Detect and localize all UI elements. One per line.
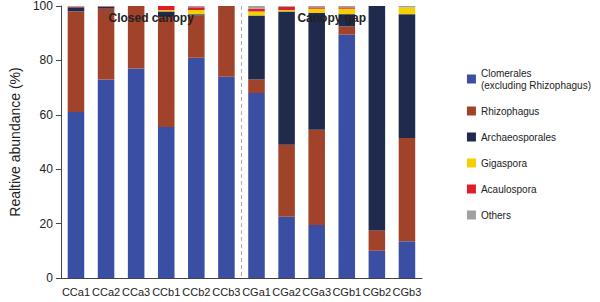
svg-text:CCb3: CCb3 [212, 286, 240, 298]
svg-text:CCb1: CCb1 [152, 286, 180, 298]
svg-text:60: 60 [40, 108, 54, 122]
svg-text:CGb3: CGb3 [393, 286, 422, 298]
svg-text:CGa2: CGa2 [272, 286, 301, 298]
svg-text:CCa3: CCa3 [122, 286, 150, 298]
svg-text:CGa1: CGa1 [242, 286, 271, 298]
svg-text:20: 20 [40, 217, 54, 231]
svg-text:Closed canopy: Closed canopy [109, 11, 195, 25]
svg-text:Rhizophagus: Rhizophagus [481, 106, 539, 117]
svg-text:Acaulospora: Acaulospora [481, 184, 537, 195]
svg-text:CCb2: CCb2 [182, 286, 210, 298]
svg-text:Realtive abundance (%): Realtive abundance (%) [7, 67, 23, 216]
svg-text:Archaeosporales: Archaeosporales [481, 132, 556, 143]
svg-text:CGb2: CGb2 [362, 286, 391, 298]
svg-text:Others: Others [481, 210, 511, 221]
svg-text:(excluding Rhizophagus): (excluding Rhizophagus) [481, 80, 591, 91]
svg-text:Clomerales: Clomerales [481, 68, 532, 79]
svg-text:CCa1: CCa1 [62, 286, 90, 298]
svg-text:CCa2: CCa2 [92, 286, 120, 298]
svg-text:Canopy gap: Canopy gap [297, 11, 366, 25]
svg-text:80: 80 [40, 53, 54, 67]
svg-text:0: 0 [46, 271, 53, 285]
svg-text:Gigaspora: Gigaspora [481, 158, 528, 169]
svg-text:CGa3: CGa3 [302, 286, 331, 298]
svg-text:40: 40 [40, 162, 54, 176]
svg-text:100: 100 [33, 0, 53, 13]
svg-text:CGb1: CGb1 [332, 286, 361, 298]
